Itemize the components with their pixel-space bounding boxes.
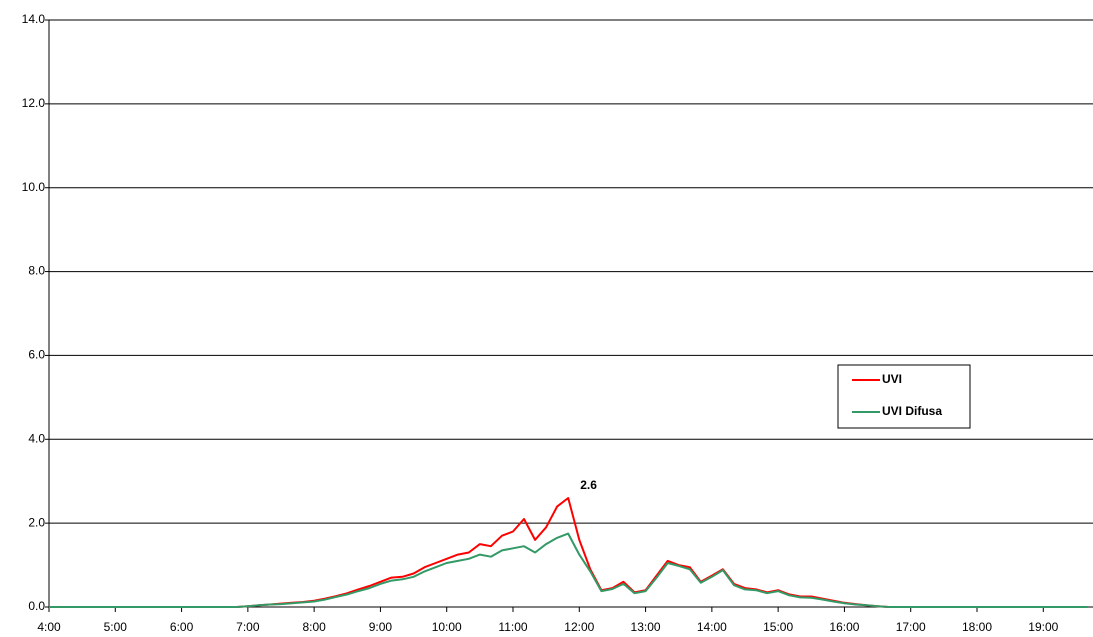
y-tick-label: 2.0 bbox=[28, 515, 45, 529]
legend: UVI UVI Difusa bbox=[837, 364, 971, 429]
legend-label: UVI bbox=[882, 372, 902, 386]
legend-box bbox=[837, 364, 971, 429]
x-tick-label: 7:00 bbox=[236, 620, 260, 634]
x-tick-label: 8:00 bbox=[302, 620, 326, 634]
series-line bbox=[49, 532, 1088, 608]
x-tick-label: 10:00 bbox=[432, 620, 462, 634]
y-tick-label: 14.0 bbox=[22, 12, 46, 26]
x-tick-label: 11:00 bbox=[498, 620, 527, 634]
y-tick-label: 8.0 bbox=[28, 264, 45, 278]
y-tick-label: 6.0 bbox=[28, 348, 45, 362]
x-tick-label: 16:00 bbox=[829, 620, 859, 634]
x-tick-label: 14:00 bbox=[697, 620, 727, 634]
y-tick-label: 0.0 bbox=[28, 599, 45, 613]
y-tick-label: 10.0 bbox=[22, 180, 46, 194]
x-tick-label: 5:00 bbox=[104, 620, 128, 634]
x-tick-label: 12:00 bbox=[564, 620, 594, 634]
x-tick-label: 15:00 bbox=[763, 620, 793, 634]
x-tick-label: 17:00 bbox=[896, 620, 926, 634]
x-tick-label: 19:00 bbox=[1028, 620, 1058, 634]
legend-label: UVI Difusa bbox=[882, 404, 942, 418]
annotation: 2.6 bbox=[580, 478, 597, 492]
y-tick-label: 12.0 bbox=[22, 96, 46, 110]
series-line bbox=[49, 497, 1088, 608]
x-tick-label: 9:00 bbox=[369, 620, 393, 634]
x-tick-label: 18:00 bbox=[962, 620, 992, 634]
x-tick-label: 6:00 bbox=[170, 620, 194, 634]
x-tick-label: 13:00 bbox=[631, 620, 661, 634]
x-tick-label: 4:00 bbox=[37, 620, 61, 634]
y-tick-label: 4.0 bbox=[28, 431, 45, 445]
